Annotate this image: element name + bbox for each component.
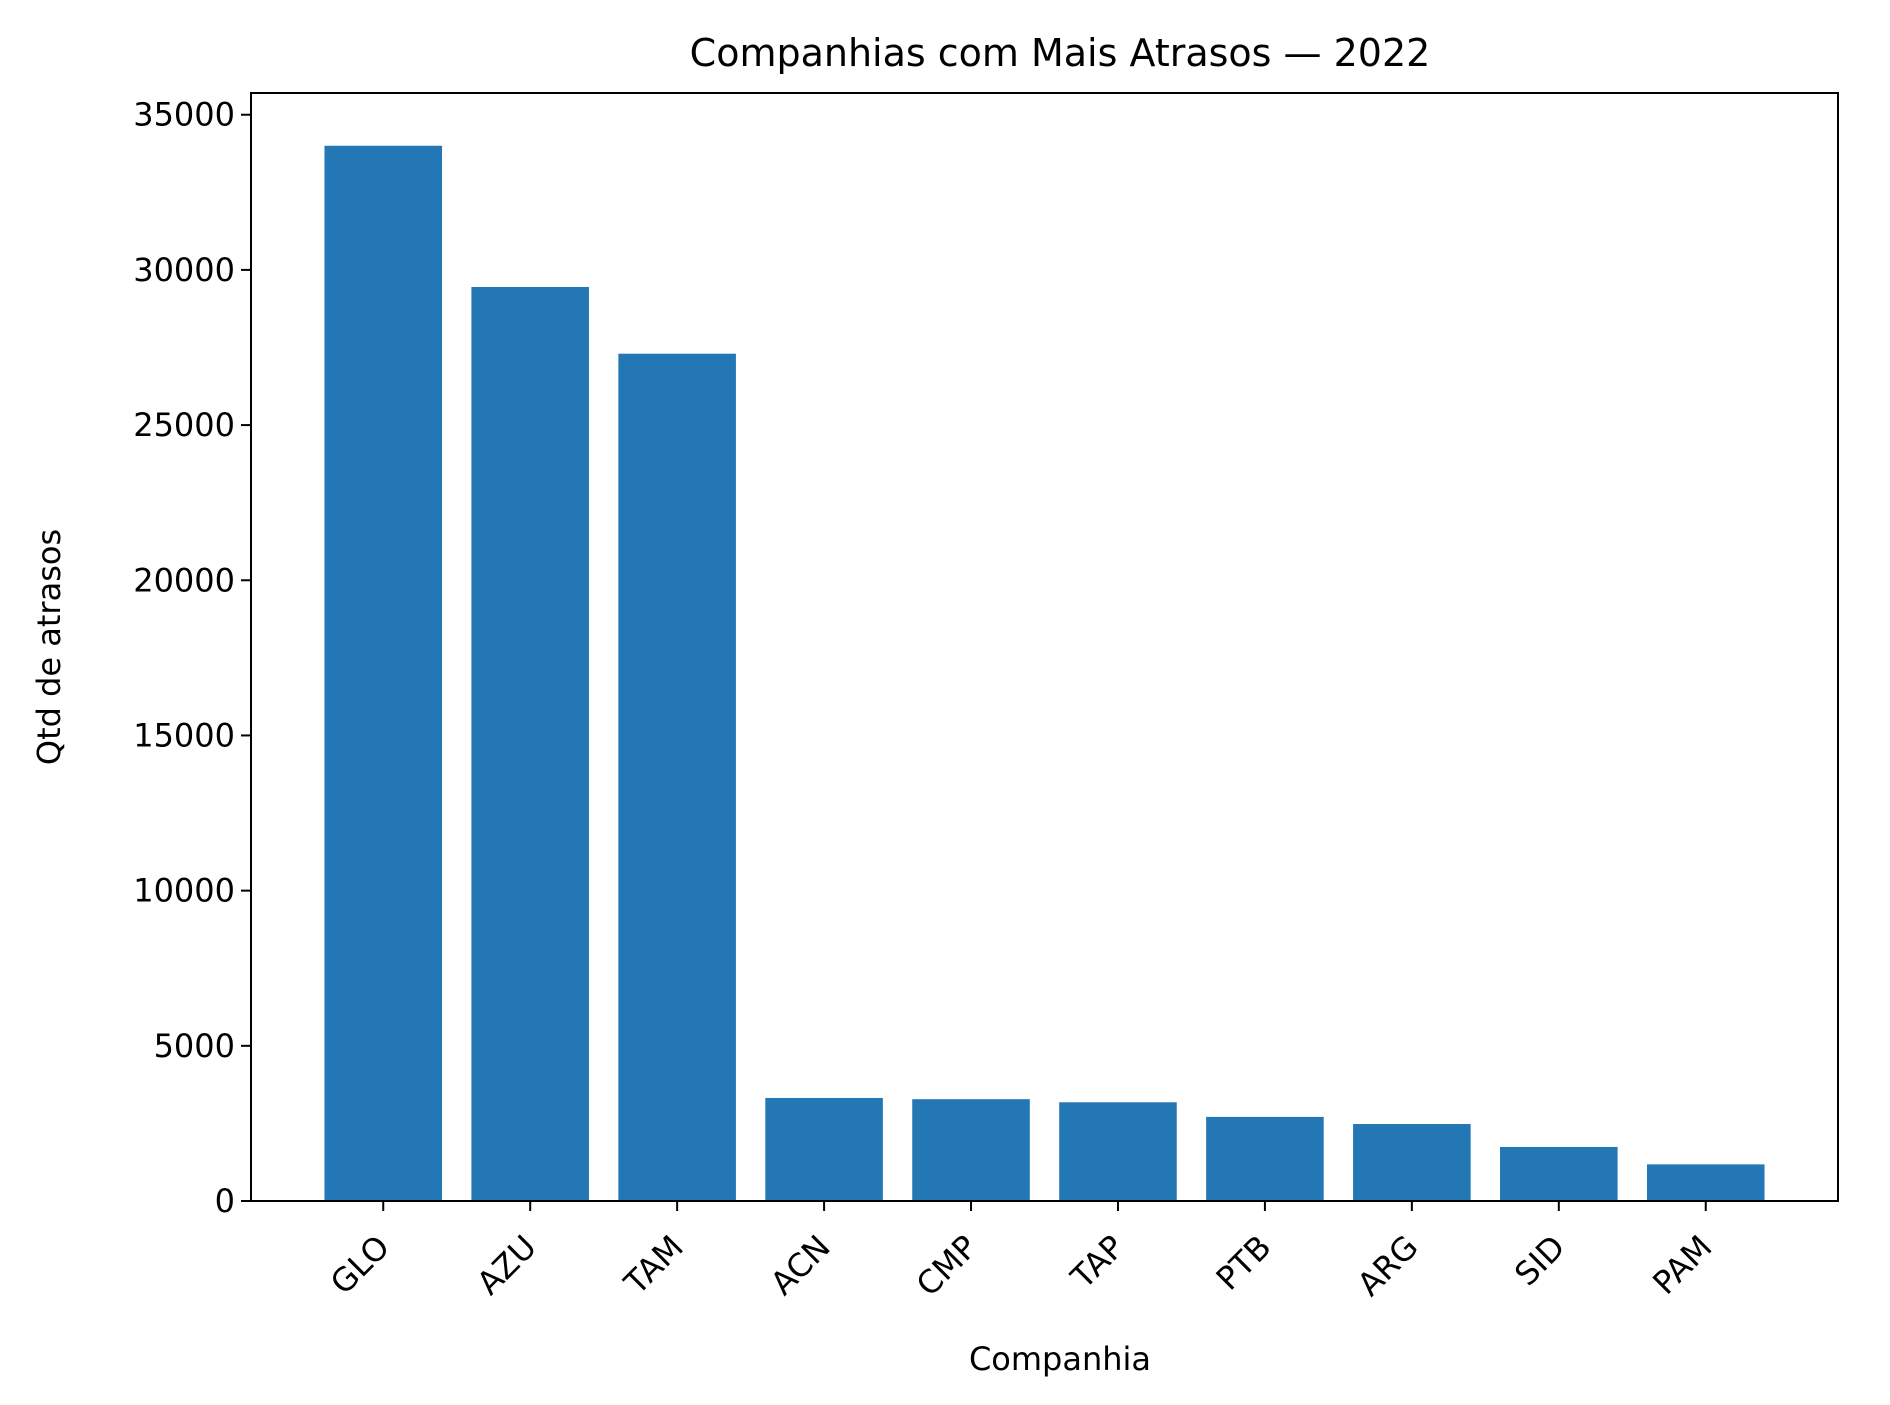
x-tick-label: ACN <box>763 1228 838 1303</box>
y-tick-label: 5000 <box>154 1027 235 1065</box>
x-tick-label: ARG <box>1350 1228 1426 1304</box>
x-tick-label: AZU <box>469 1228 543 1302</box>
bars-layer <box>324 145 1765 1201</box>
bar-sid <box>1500 1146 1618 1201</box>
y-tick-label: 15000 <box>133 716 235 754</box>
bar-pam <box>1646 1164 1765 1201</box>
x-tick-label: SID <box>1507 1228 1572 1293</box>
chart-title: Companhias com Mais Atrasos — 2022 <box>690 31 1431 75</box>
y-tick-label: 10000 <box>133 872 235 910</box>
bar-arg <box>1353 1124 1471 1201</box>
y-tick-label: 25000 <box>133 406 235 444</box>
x-tick-label: GLO <box>323 1228 397 1302</box>
x-tick-label: TAM <box>616 1228 691 1303</box>
bar-acn <box>765 1097 883 1201</box>
bar-azu <box>471 286 589 1201</box>
y-axis-ticks: 0 5000 10000 15000 20000 25000 30000 35000 <box>133 96 251 1220</box>
x-tick-label: CMP <box>909 1228 985 1304</box>
y-tick-label: 35000 <box>133 96 235 134</box>
y-tick-label: 0 <box>215 1182 235 1220</box>
x-axis-ticks: GLO AZU TAM ACN CMP TAP PTB ARG SID PAM <box>323 1201 1719 1304</box>
x-axis-title: Companhia <box>969 1340 1151 1378</box>
bar-tap <box>1059 1102 1177 1201</box>
y-axis-title: Qtd de atrasos <box>30 529 68 765</box>
bar-ptb <box>1206 1116 1324 1201</box>
plot-frame <box>250 92 1839 1202</box>
y-tick-label: 30000 <box>133 251 235 289</box>
x-tick-label: PTB <box>1209 1228 1279 1298</box>
y-tick-label: 20000 <box>133 561 235 599</box>
bar-glo <box>324 145 443 1201</box>
x-tick-label: PAM <box>1645 1228 1719 1302</box>
bar-cmp <box>912 1099 1030 1201</box>
bar-tam <box>618 353 736 1201</box>
x-tick-label: TAP <box>1063 1228 1132 1297</box>
